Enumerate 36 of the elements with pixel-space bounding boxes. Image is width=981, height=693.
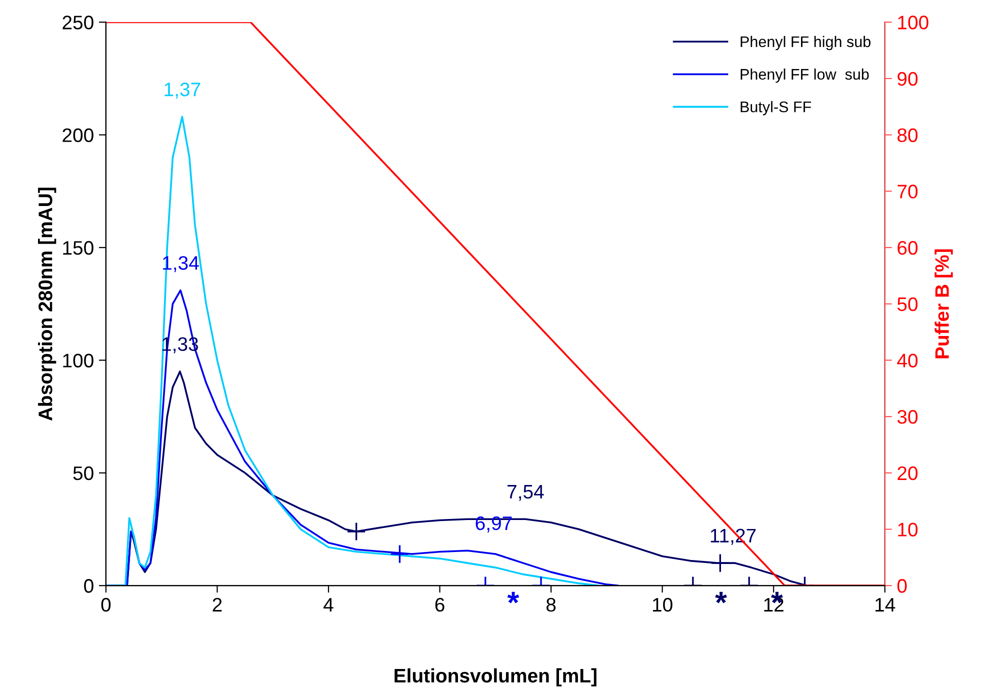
y-tick-label: 100 <box>63 354 94 368</box>
legend-label: Phenyl FF low sub <box>740 68 869 83</box>
line-series <box>106 116 600 586</box>
annotation: 1,37 <box>164 82 200 99</box>
x-axis-title: Elutionsvolumen [mL] <box>394 668 596 686</box>
y2-tick-label: 60 <box>898 241 918 255</box>
x-tick-label: 2 <box>212 598 222 612</box>
text: * <box>507 592 520 604</box>
y2-tick-label: 90 <box>898 72 918 86</box>
text: * <box>715 592 727 604</box>
y2-tick-label: 100 <box>898 16 928 30</box>
y-axis-title: Absorption 280nm [mAU] <box>38 188 56 421</box>
x-tick-label: 10 <box>652 598 672 612</box>
y-tick-label: 250 <box>62 16 94 30</box>
legend-label: Butyl-S FF <box>740 101 812 116</box>
y-tick-label: 200 <box>62 128 94 142</box>
x-tick-label: 14 <box>876 598 896 612</box>
y-tick-label: 150 <box>63 241 94 255</box>
x-tick-label: 8 <box>546 598 556 612</box>
legend-label: Phenyl FF high sub <box>740 36 870 50</box>
y2-tick-label: 0 <box>897 579 907 593</box>
y2-tick-label: 40 <box>897 354 918 368</box>
y2-axis-title: Puffer B [%] <box>934 249 953 358</box>
x-tick-label: 0 <box>101 598 111 612</box>
annotation: 7,54 <box>508 485 544 501</box>
y2-tick-label: 10 <box>898 522 918 536</box>
y2-tick-label: 20 <box>898 466 918 480</box>
y2-tick-label: 80 <box>898 128 918 142</box>
y2-tick-label: 50 <box>897 297 918 312</box>
annotation: 6,97 <box>476 516 512 532</box>
x-tick-label: 4 <box>324 598 334 612</box>
y-tick-label: 50 <box>73 466 94 480</box>
x-tick-label: 6 <box>435 598 444 612</box>
y-tick-label: 0 <box>84 579 94 593</box>
y2-tick-label: 70 <box>898 184 918 198</box>
y2-tick-label: 30 <box>897 410 918 424</box>
